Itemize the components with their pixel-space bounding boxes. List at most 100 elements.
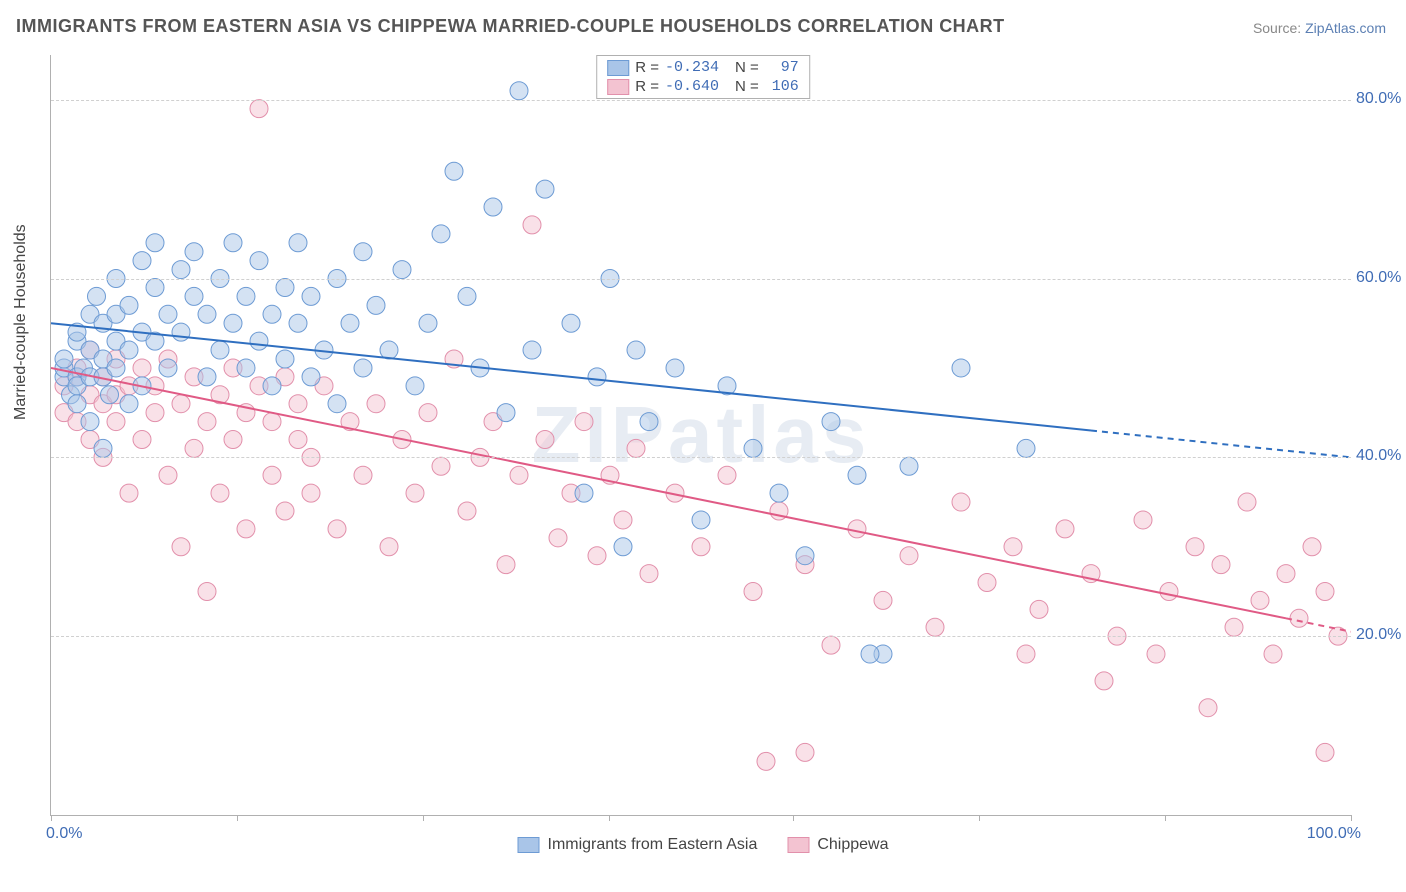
data-point (900, 547, 918, 565)
data-point (237, 287, 255, 305)
data-point (458, 502, 476, 520)
data-point (484, 198, 502, 216)
data-point (185, 287, 203, 305)
data-point (237, 359, 255, 377)
y-tick-label: 40.0% (1356, 447, 1406, 465)
data-point (978, 574, 996, 592)
data-point (848, 466, 866, 484)
data-point (666, 359, 684, 377)
data-point (81, 413, 99, 431)
data-point (1277, 565, 1295, 583)
data-point (822, 413, 840, 431)
data-point (172, 395, 190, 413)
data-point (146, 234, 164, 252)
data-point (198, 305, 216, 323)
data-point (445, 162, 463, 180)
legend-n-label: N = (735, 59, 759, 76)
data-point (224, 234, 242, 252)
source-value: ZipAtlas.com (1305, 20, 1386, 36)
data-point (1160, 582, 1178, 600)
source-label: Source: (1253, 20, 1305, 36)
legend-swatch (518, 837, 540, 853)
data-point (952, 493, 970, 511)
legend-series: Immigrants from Eastern AsiaChippewa (518, 836, 889, 854)
data-point (796, 743, 814, 761)
data-point (224, 314, 242, 332)
data-point (250, 252, 268, 270)
data-point (159, 359, 177, 377)
data-point (380, 538, 398, 556)
legend-stats: R = -0.234N = 97R = -0.640N = 106 (596, 55, 810, 99)
data-point (406, 484, 424, 502)
trend-line-extrapolated (1091, 431, 1351, 458)
data-point (1199, 699, 1217, 717)
data-point (354, 243, 372, 261)
plot-area: ZIPatlas 20.0%40.0%60.0%80.0%0.0%100.0% (50, 55, 1351, 816)
data-point (107, 359, 125, 377)
x-tick-mark (423, 815, 424, 821)
data-point (1017, 645, 1035, 663)
data-point (614, 511, 632, 529)
data-point (172, 261, 190, 279)
data-point (289, 314, 307, 332)
x-tick-mark (793, 815, 794, 821)
data-point (302, 287, 320, 305)
data-point (757, 752, 775, 770)
data-point (510, 466, 528, 484)
data-point (497, 404, 515, 422)
data-point (640, 413, 658, 431)
data-point (1004, 538, 1022, 556)
data-point (185, 439, 203, 457)
data-point (1316, 582, 1334, 600)
data-point (250, 332, 268, 350)
data-point (263, 466, 281, 484)
legend-r-value: -0.234 (665, 59, 719, 76)
data-point (289, 430, 307, 448)
data-point (302, 368, 320, 386)
data-point (536, 180, 554, 198)
data-point (120, 296, 138, 314)
x-tick-mark (237, 815, 238, 821)
data-point (614, 538, 632, 556)
legend-n-value: 106 (765, 78, 799, 95)
legend-label: Chippewa (817, 836, 888, 854)
data-point (146, 404, 164, 422)
data-point (185, 243, 203, 261)
legend-swatch (787, 837, 809, 853)
x-tick-mark (51, 815, 52, 821)
legend-item: Chippewa (787, 836, 888, 854)
legend-stat-row: R = -0.640N = 106 (597, 77, 809, 96)
data-point (302, 484, 320, 502)
data-point (952, 359, 970, 377)
data-point (328, 520, 346, 538)
data-point (1030, 600, 1048, 618)
x-tick-min: 0.0% (46, 825, 82, 843)
data-point (328, 395, 346, 413)
data-point (523, 216, 541, 234)
data-point (627, 341, 645, 359)
data-point (276, 350, 294, 368)
data-point (900, 457, 918, 475)
y-tick-label: 60.0% (1356, 269, 1406, 287)
x-tick-max: 100.0% (1307, 825, 1361, 843)
correlation-chart: IMMIGRANTS FROM EASTERN ASIA VS CHIPPEWA… (0, 0, 1406, 892)
data-point (263, 377, 281, 395)
data-point (692, 511, 710, 529)
data-point (627, 439, 645, 457)
data-point (848, 520, 866, 538)
data-point (1134, 511, 1152, 529)
data-point (94, 439, 112, 457)
data-point (562, 314, 580, 332)
data-point (1017, 439, 1035, 457)
data-point (1303, 538, 1321, 556)
data-point (198, 582, 216, 600)
legend-r-label: R = (635, 59, 659, 76)
data-point (250, 100, 268, 118)
data-point (354, 466, 372, 484)
data-point (588, 547, 606, 565)
data-point (744, 439, 762, 457)
data-point (393, 261, 411, 279)
x-tick-mark (1351, 815, 1352, 821)
data-point (523, 341, 541, 359)
scatter-svg (51, 55, 1351, 815)
